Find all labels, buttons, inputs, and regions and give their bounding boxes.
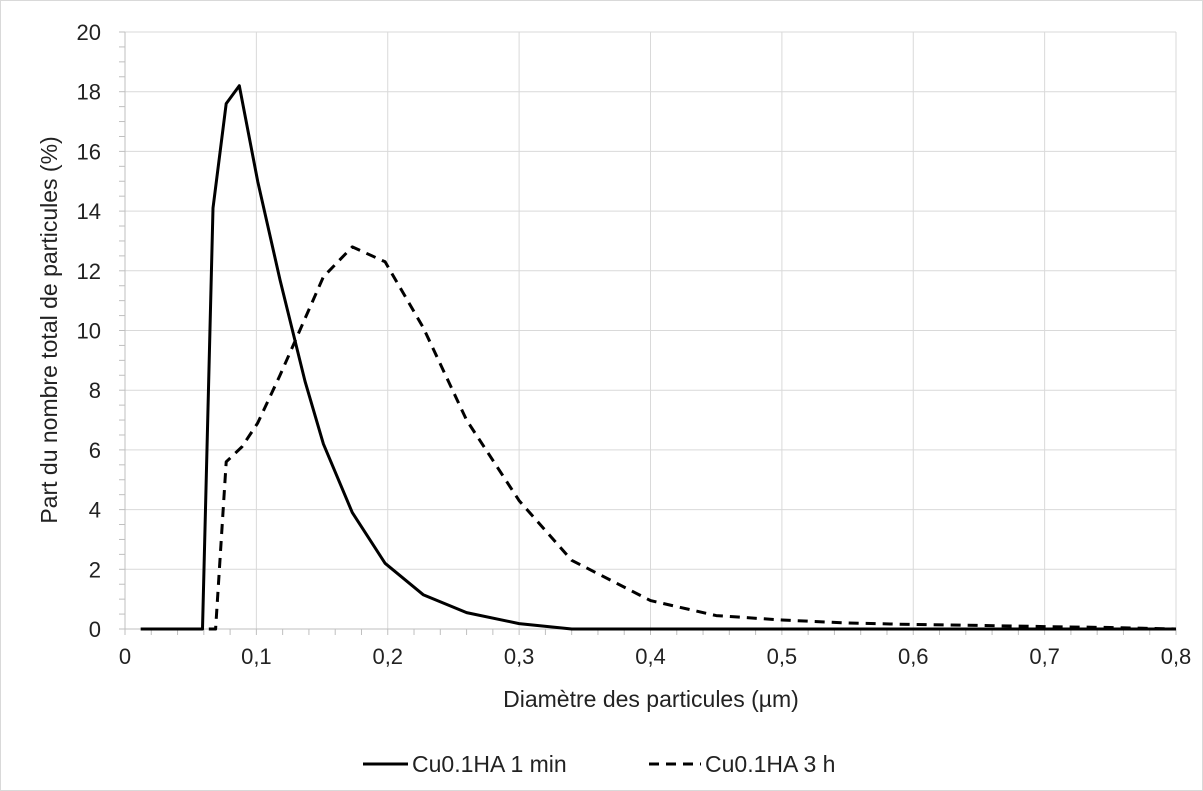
y-tick-label: 6	[89, 438, 101, 463]
y-tick-label: 4	[89, 498, 101, 523]
gridlines	[125, 31, 1177, 629]
x-tick-label: 0,4	[635, 644, 666, 669]
x-tick-label: 0,5	[767, 644, 798, 669]
x-tick-label: 0,3	[504, 644, 535, 669]
series-line-cu0-1ha-1-min	[140, 84, 1176, 631]
y-axis-title: Part du nombre total de particules (%)	[36, 136, 62, 523]
y-tick-label: 8	[89, 378, 101, 403]
x-tick-label: 0,1	[241, 644, 272, 669]
x-tick-label: 0	[119, 644, 131, 669]
y-tick-label: 2	[89, 557, 101, 582]
x-axis-title: Diamètre des particules (µm)	[503, 686, 799, 712]
legend-label-cu0-1ha-1-min: Cu0.1HA 1 min	[412, 751, 567, 777]
y-tick-label: 16	[77, 139, 101, 164]
y-tick-label: 18	[77, 80, 101, 105]
x-tick-label: 0,7	[1029, 644, 1060, 669]
series-line-cu0-1ha-3-h	[140, 245, 1177, 631]
y-tick-label: 12	[77, 259, 101, 284]
x-tick-label: 0,8	[1161, 644, 1192, 669]
legend: Cu0.1HA 1 min Cu0.1HA 3 h	[363, 751, 835, 777]
y-tick-label: 20	[77, 20, 101, 45]
y-tick-label: 0	[89, 617, 101, 642]
tick-labels: 0 2 4 6 8 10 12 14 16 18 20 0 0,1 0,2 0,3 0,4 0,5 0,6 0,7 0…	[77, 20, 1192, 669]
x-tick-label: 0,2	[372, 644, 403, 669]
y-tick-label: 10	[77, 319, 101, 344]
series	[140, 84, 1177, 631]
y-tick-label: 14	[77, 199, 101, 224]
x-tick-label: 0,6	[898, 644, 929, 669]
legend-label-cu0-1ha-3-h: Cu0.1HA 3 h	[705, 751, 835, 777]
